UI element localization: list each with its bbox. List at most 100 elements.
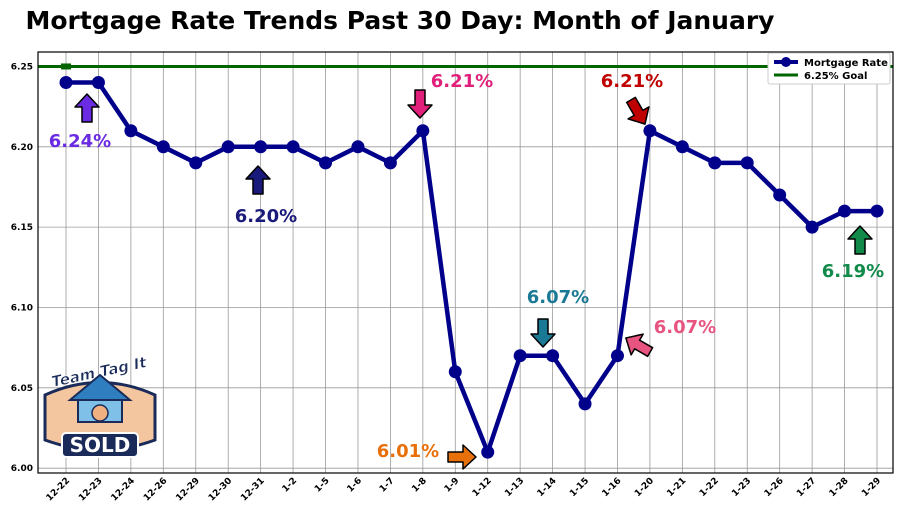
- x-tick-label: 1-16: [601, 476, 624, 499]
- chart-title: Mortgage Rate Trends Past 30 Day: Month …: [25, 6, 775, 35]
- x-tick-label: 12-26: [142, 476, 169, 503]
- goal-line: [38, 63, 893, 70]
- y-tick-label: 6.05: [11, 384, 33, 394]
- rate-point: [708, 156, 722, 170]
- arrow-shape: [530, 318, 556, 348]
- x-tick-label: 1-28: [828, 476, 851, 499]
- rate-point: [189, 156, 203, 170]
- annotation-arrow-icon: [245, 165, 271, 195]
- x-tick-label: 1-26: [763, 476, 786, 499]
- rate-point: [59, 76, 73, 90]
- arrow-shape: [625, 96, 650, 125]
- rate-point: [351, 140, 365, 154]
- legend-rate-label: Mortgage Rate: [804, 58, 888, 69]
- y-tick-label: 6.25: [11, 62, 33, 72]
- y-tick-label: 6.10: [11, 303, 33, 313]
- x-tick-label: 12-23: [77, 476, 104, 503]
- rate-point: [254, 140, 268, 154]
- team-tag-it-logo: Team Tag It SOLD: [43, 353, 157, 458]
- rate-point: [870, 204, 884, 218]
- y-tick-label: 6.20: [11, 143, 33, 153]
- annotation-label: 6.20%: [235, 206, 297, 227]
- legend: Mortgage Rate 6.25% Goal: [767, 52, 891, 85]
- x-tick-label: 1-20: [633, 476, 656, 499]
- rate-point: [546, 349, 560, 363]
- rate-series: [59, 76, 884, 459]
- handshake-icon: [91, 404, 109, 422]
- x-tick-label: 1-29: [860, 476, 883, 499]
- x-tick-label: 1-5: [313, 476, 332, 495]
- axes: [37, 51, 894, 474]
- annotation-label: 6.21%: [431, 71, 493, 92]
- x-tick-label: 12-31: [239, 476, 266, 503]
- x-tick-label: 1-6: [346, 476, 365, 495]
- grid: [38, 52, 893, 473]
- rate-point: [838, 204, 852, 218]
- x-tick-label: 1-22: [698, 476, 721, 499]
- legend-rate-marker: [781, 57, 791, 67]
- rate-point: [675, 140, 689, 154]
- annotation-arrow-icon: [74, 93, 100, 123]
- rate-point: [416, 124, 430, 138]
- annotation-arrow-icon: [530, 318, 556, 348]
- x-tick-label: 1-27: [795, 476, 818, 499]
- legend-box: [767, 52, 891, 85]
- y-tick-label: 6.15: [11, 223, 33, 233]
- plot-frame: [37, 51, 894, 474]
- x-tick-label: 1-13: [503, 476, 526, 499]
- rate-point: [805, 220, 819, 234]
- rate-line: [66, 80, 877, 455]
- arrow-shape: [245, 165, 271, 195]
- x-tick-label: 12-22: [45, 476, 72, 503]
- rate-point: [91, 76, 105, 90]
- arrow-shape: [74, 93, 100, 123]
- x-tick-label: 12-24: [110, 476, 137, 503]
- x-tick-label: 1-14: [536, 476, 559, 499]
- rate-point: [124, 124, 138, 138]
- x-tick-label: 1-8: [410, 476, 429, 495]
- x-tick-label: 12-29: [174, 476, 201, 503]
- annotation-label: 6.07%: [527, 287, 589, 308]
- annotation-label: 6.19%: [822, 261, 884, 282]
- rate-point: [740, 156, 754, 170]
- arrow-shape: [847, 225, 873, 255]
- goal-marker: [61, 63, 71, 70]
- rate-point: [643, 124, 657, 138]
- svg-text:SOLD: SOLD: [70, 433, 131, 457]
- annotations: 6.24% 6.20% 6.21% 6.01% 6.07% 6.07% 6.21% 6.19%: [49, 71, 884, 470]
- rate-point: [286, 140, 300, 154]
- rate-point: [481, 445, 495, 459]
- rate-point: [610, 349, 624, 363]
- x-tick-label: 12-30: [207, 476, 234, 503]
- x-tick-label: 1-2: [281, 476, 300, 495]
- x-tick-label: 1-7: [378, 476, 397, 495]
- rate-point: [513, 349, 527, 363]
- rate-point: [773, 188, 787, 202]
- rate-point: [383, 156, 397, 170]
- y-tick-label: 6.00: [11, 464, 33, 474]
- annotation-arrow-icon: [625, 96, 650, 125]
- arrow-shape: [625, 333, 654, 358]
- annotation-arrow-icon: [407, 89, 433, 119]
- annotation-label: 6.01%: [377, 441, 439, 462]
- x-tick-label: 1-23: [730, 476, 753, 499]
- x-tick-label: 1-9: [443, 476, 462, 495]
- annotation-arrow-icon: [447, 444, 477, 470]
- annotation-arrow-icon: [847, 225, 873, 255]
- annotation-label: 6.24%: [49, 131, 111, 152]
- x-tick-label: 1-12: [471, 476, 494, 499]
- rate-point: [319, 156, 333, 170]
- legend-goal-label: 6.25% Goal: [804, 71, 867, 82]
- x-tick-label: 1-15: [568, 476, 591, 499]
- annotation-label: 6.07%: [654, 317, 716, 338]
- arrow-shape: [407, 89, 433, 119]
- x-tick-label: 1-21: [665, 476, 688, 499]
- rate-point: [221, 140, 235, 154]
- rate-point: [448, 365, 462, 379]
- rate-point: [156, 140, 170, 154]
- annotation-label: 6.21%: [601, 71, 663, 92]
- arrow-shape: [447, 444, 477, 470]
- annotation-arrow-icon: [625, 333, 654, 358]
- rate-point: [578, 397, 592, 411]
